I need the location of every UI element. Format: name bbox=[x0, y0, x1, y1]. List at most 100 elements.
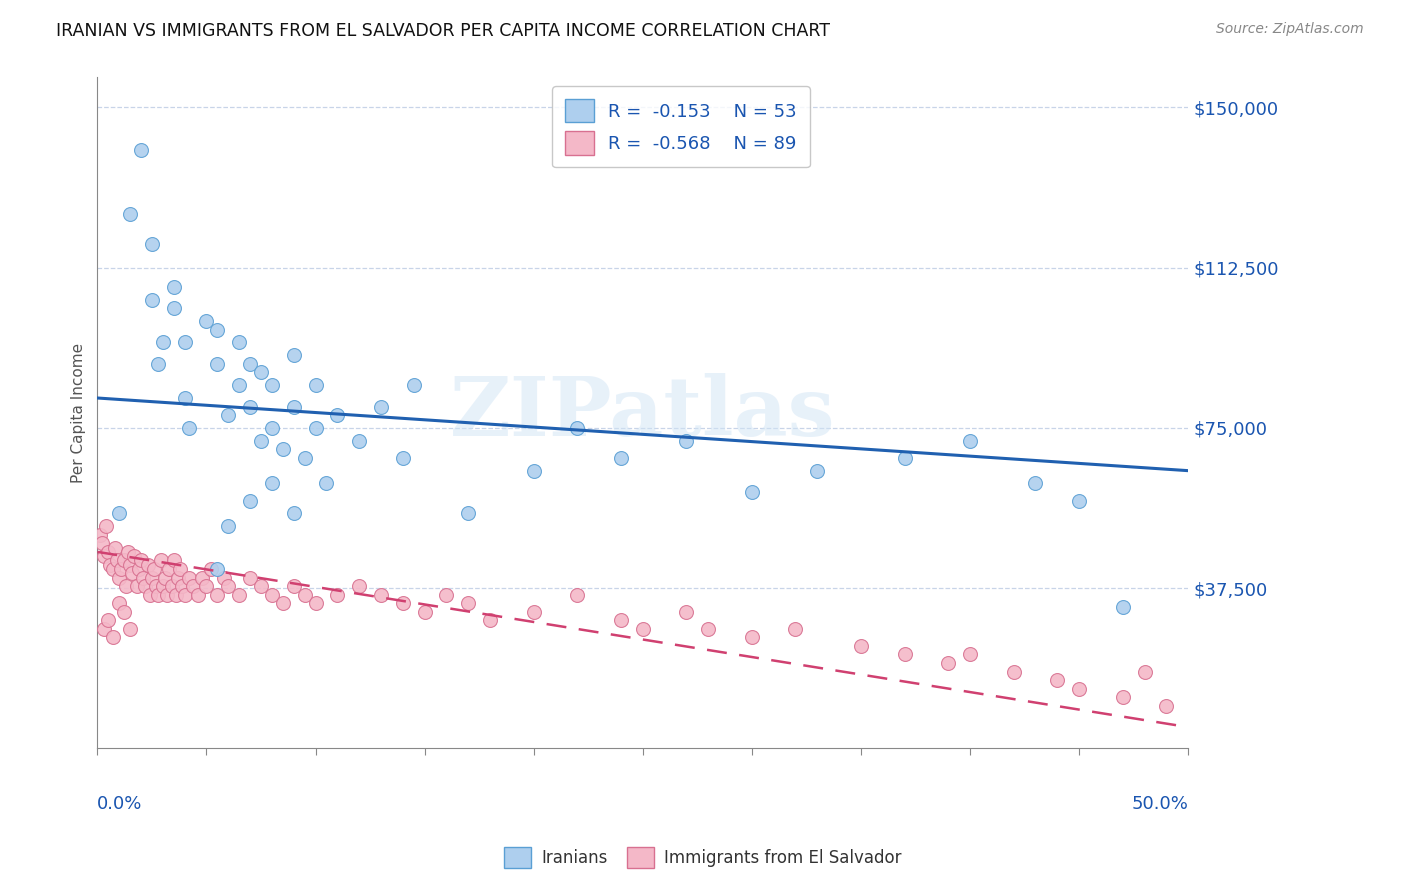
Point bbox=[101, 562, 124, 576]
Point bbox=[1156, 698, 1178, 713]
Point bbox=[217, 579, 239, 593]
Point bbox=[294, 450, 316, 465]
Point bbox=[304, 421, 326, 435]
Point bbox=[370, 588, 392, 602]
Point bbox=[93, 549, 115, 563]
Point bbox=[1112, 690, 1135, 705]
Point bbox=[436, 588, 458, 602]
Point bbox=[108, 507, 131, 521]
Point bbox=[195, 579, 218, 593]
Point bbox=[93, 622, 115, 636]
Point bbox=[959, 648, 981, 662]
Point bbox=[294, 588, 316, 602]
Point bbox=[283, 507, 305, 521]
Point bbox=[120, 558, 142, 572]
Point bbox=[1067, 493, 1090, 508]
Point bbox=[101, 631, 124, 645]
Point bbox=[413, 605, 436, 619]
Point bbox=[152, 335, 174, 350]
Point bbox=[173, 335, 195, 350]
Point bbox=[271, 596, 294, 610]
Point bbox=[283, 348, 305, 362]
Text: 0.0%: 0.0% bbox=[97, 796, 143, 814]
Point bbox=[326, 408, 349, 422]
Point bbox=[741, 485, 763, 500]
Point bbox=[143, 562, 166, 576]
Point bbox=[156, 588, 179, 602]
Point bbox=[260, 421, 283, 435]
Point bbox=[326, 588, 349, 602]
Point bbox=[138, 588, 160, 602]
Point bbox=[1024, 476, 1046, 491]
Point bbox=[315, 476, 337, 491]
Point bbox=[347, 434, 370, 448]
Point bbox=[567, 588, 589, 602]
Point bbox=[523, 605, 546, 619]
Point bbox=[610, 613, 633, 627]
Point bbox=[523, 464, 546, 478]
Point bbox=[1133, 665, 1156, 679]
Point bbox=[90, 536, 112, 550]
Point bbox=[207, 588, 229, 602]
Legend: Iranians, Immigrants from El Salvador: Iranians, Immigrants from El Salvador bbox=[498, 840, 908, 875]
Point bbox=[207, 562, 229, 576]
Point bbox=[97, 613, 120, 627]
Point bbox=[191, 570, 214, 584]
Point bbox=[239, 400, 262, 414]
Point bbox=[112, 605, 135, 619]
Point bbox=[173, 391, 195, 405]
Point bbox=[250, 365, 273, 379]
Point bbox=[893, 450, 915, 465]
Y-axis label: Per Capita Income: Per Capita Income bbox=[72, 343, 86, 483]
Point bbox=[104, 541, 127, 555]
Point bbox=[200, 562, 222, 576]
Point bbox=[160, 579, 183, 593]
Text: 50.0%: 50.0% bbox=[1132, 796, 1188, 814]
Point bbox=[165, 588, 187, 602]
Point bbox=[457, 507, 479, 521]
Point bbox=[402, 378, 425, 392]
Point bbox=[304, 378, 326, 392]
Point bbox=[152, 579, 174, 593]
Point bbox=[114, 579, 136, 593]
Point bbox=[163, 301, 186, 316]
Point bbox=[149, 553, 172, 567]
Point bbox=[187, 588, 209, 602]
Legend: R =  -0.153    N = 53, R =  -0.568    N = 89: R = -0.153 N = 53, R = -0.568 N = 89 bbox=[553, 87, 810, 167]
Point bbox=[129, 143, 152, 157]
Point bbox=[228, 378, 250, 392]
Point bbox=[195, 314, 218, 328]
Point bbox=[100, 558, 122, 572]
Point bbox=[567, 421, 589, 435]
Point bbox=[457, 596, 479, 610]
Text: IRANIAN VS IMMIGRANTS FROM EL SALVADOR PER CAPITA INCOME CORRELATION CHART: IRANIAN VS IMMIGRANTS FROM EL SALVADOR P… bbox=[56, 22, 830, 40]
Point bbox=[207, 323, 229, 337]
Point bbox=[121, 566, 143, 581]
Point bbox=[148, 588, 170, 602]
Point bbox=[741, 631, 763, 645]
Point bbox=[239, 357, 262, 371]
Point bbox=[134, 579, 156, 593]
Point bbox=[806, 464, 828, 478]
Text: ZIPatlas: ZIPatlas bbox=[450, 373, 835, 453]
Point bbox=[97, 545, 120, 559]
Point bbox=[250, 579, 273, 593]
Point bbox=[283, 400, 305, 414]
Point bbox=[610, 450, 633, 465]
Point bbox=[959, 434, 981, 448]
Point bbox=[105, 553, 128, 567]
Point bbox=[124, 549, 146, 563]
Point bbox=[228, 335, 250, 350]
Point bbox=[120, 622, 142, 636]
Point bbox=[271, 442, 294, 457]
Point bbox=[132, 570, 155, 584]
Point bbox=[370, 400, 392, 414]
Point bbox=[112, 553, 135, 567]
Point bbox=[141, 237, 163, 252]
Point bbox=[849, 639, 872, 653]
Point bbox=[117, 545, 139, 559]
Point bbox=[153, 570, 176, 584]
Point bbox=[260, 588, 283, 602]
Point bbox=[893, 648, 915, 662]
Point bbox=[785, 622, 807, 636]
